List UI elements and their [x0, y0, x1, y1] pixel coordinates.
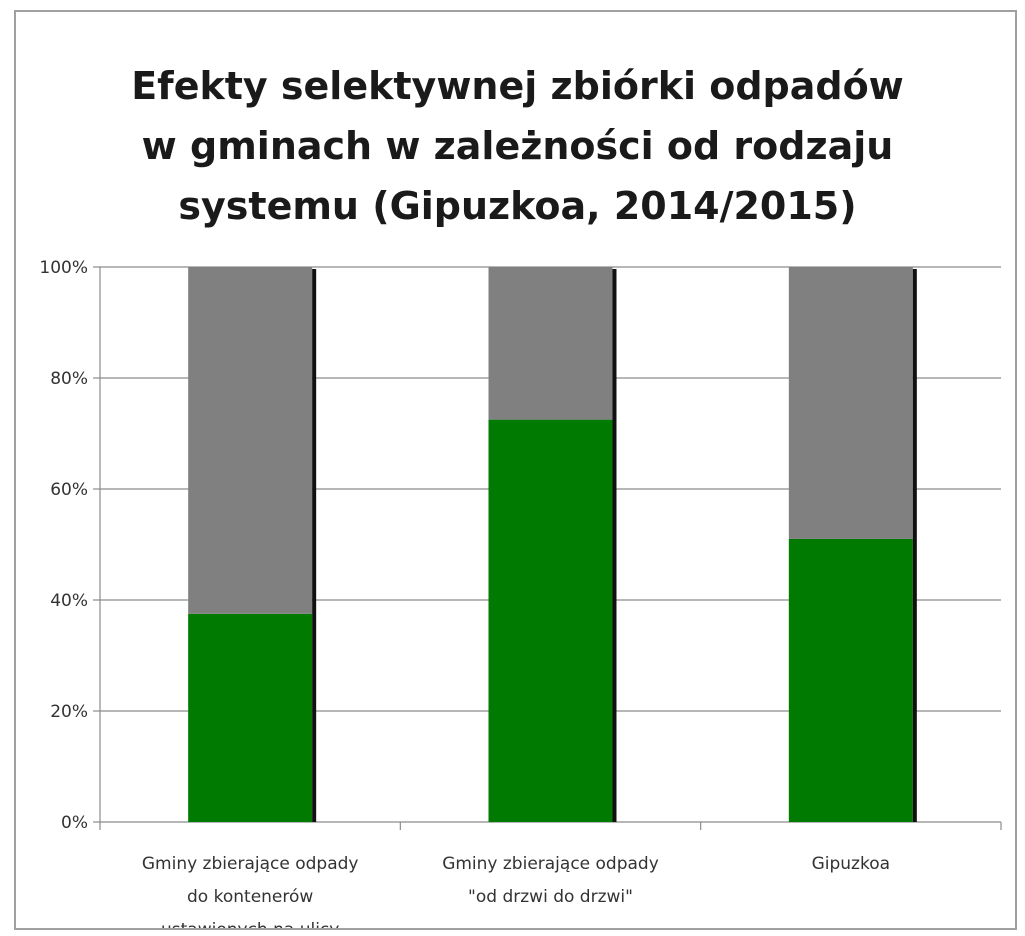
bar-segment	[488, 419, 613, 822]
y-tick-label: 20%	[50, 702, 88, 722]
bar-shadow	[612, 269, 617, 822]
x-category-label: do kontenerów	[187, 887, 313, 907]
y-tick-label: 40%	[50, 591, 88, 611]
x-category-label: Gminy zbierające odpady	[442, 854, 659, 874]
bar-segment	[188, 267, 313, 614]
x-category-label: Gipuzkoa	[812, 854, 890, 874]
chart-frame: Efekty selektywnej zbiórki odpadów w gmi…	[14, 10, 1017, 930]
chart-title-line-1: Efekty selektywnej zbiórki odpadów	[131, 64, 904, 108]
chart-title-line-2: w gminach w zależności od rodzaju	[141, 124, 894, 168]
x-category-label: ustawionych na ulicy	[161, 920, 339, 930]
bar-segment	[788, 267, 913, 539]
y-tick-label: 100%	[39, 258, 88, 278]
y-tick-label: 60%	[50, 480, 88, 500]
bar-shadow	[312, 269, 317, 822]
x-category-label: Gminy zbierające odpady	[142, 854, 359, 874]
chart-title: Efekty selektywnej zbiórki odpadów w gmi…	[16, 56, 1015, 236]
bar-segment	[188, 613, 313, 822]
bar-segment	[788, 538, 913, 822]
chart-title-line-3: systemu (Gipuzkoa, 2014/2015)	[178, 184, 857, 228]
chart-plot: 0% 20% 40% 60% 80% 100% Gminy zbierające odpad…	[39, 258, 1002, 930]
bar-shadow	[912, 269, 917, 822]
bar-segment	[488, 267, 613, 420]
x-category-label: "od drzwi do drzwi"	[468, 887, 633, 907]
y-tick-label: 0%	[61, 813, 88, 833]
y-tick-label: 80%	[50, 369, 88, 389]
